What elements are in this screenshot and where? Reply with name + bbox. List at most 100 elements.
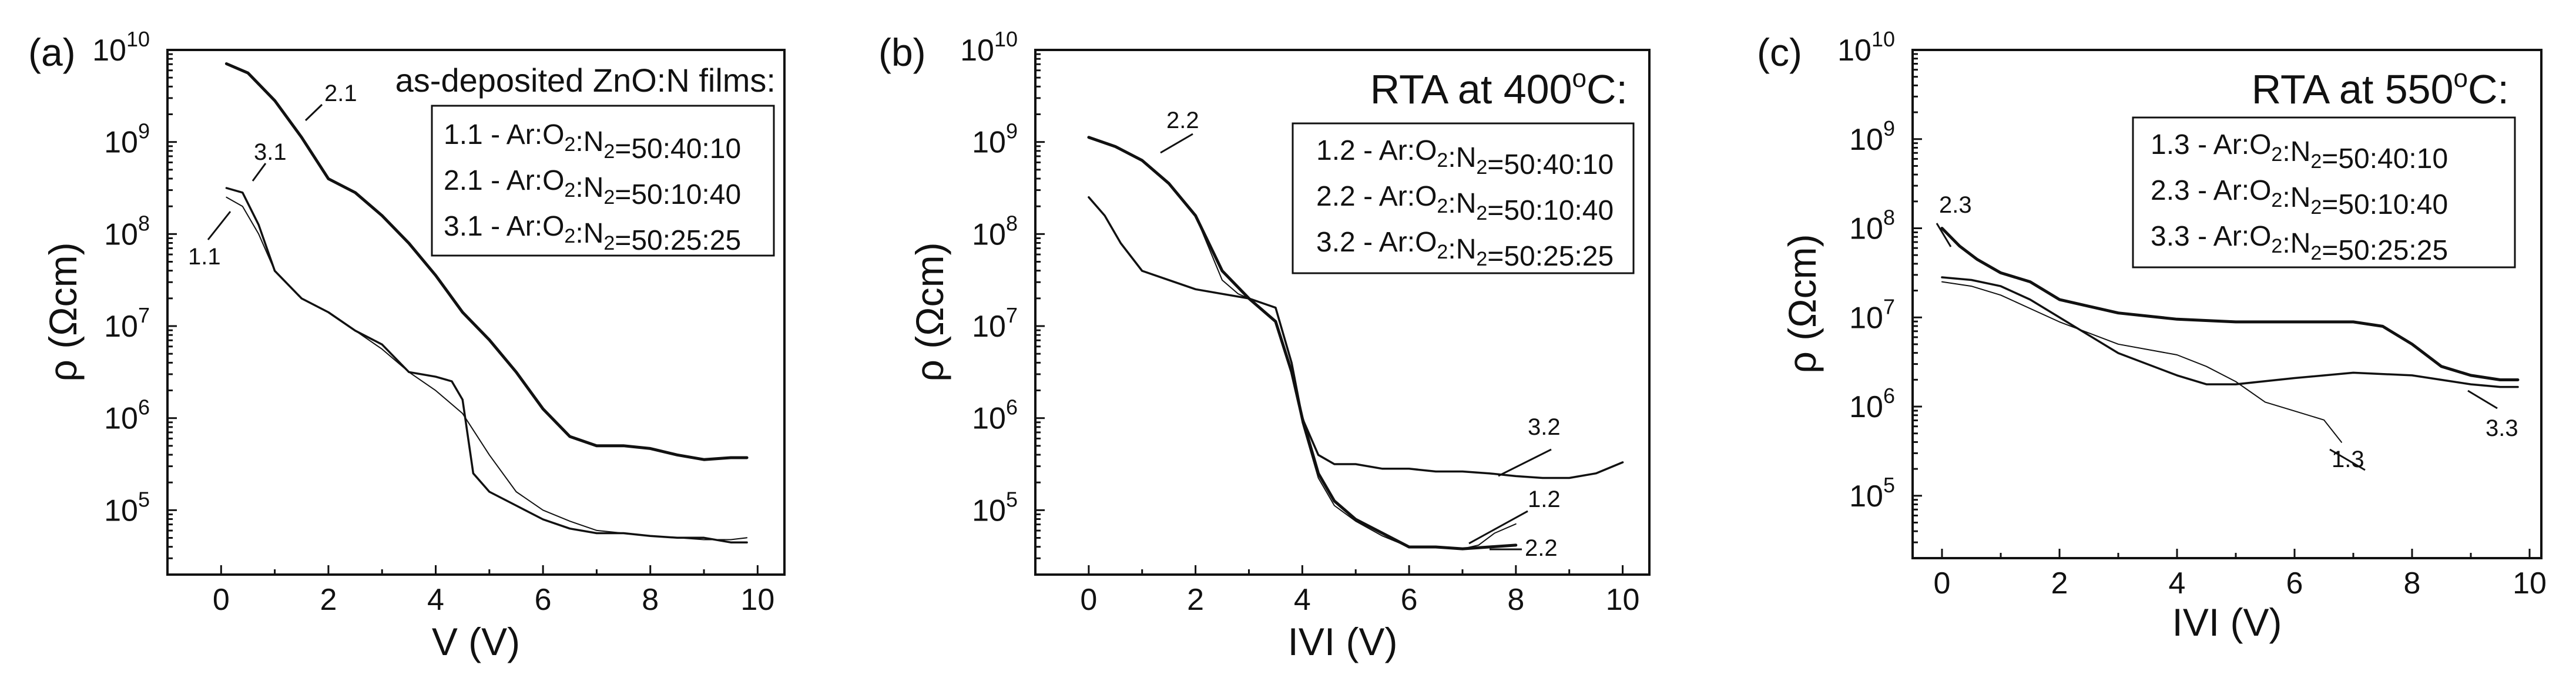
panel-c-y-tick-base: 10	[1837, 33, 1871, 68]
panel-a-legend-text: :	[575, 218, 583, 249]
panel-a-curves	[224, 62, 749, 543]
panel-c-series-3-3	[1941, 276, 2519, 388]
panel-a-x-tick-label: 10	[740, 583, 774, 617]
panel-c-header-degree: o	[2454, 64, 2468, 93]
panel-b-curves	[1087, 136, 1624, 551]
panel-c-legend-element: N	[2290, 182, 2311, 213]
panel-a-y-tick-base: 10	[104, 494, 138, 528]
panel-c-plot-frame	[1911, 49, 2543, 559]
panel-b-y-tick-exp: 8	[1006, 211, 1018, 235]
panel-b-legend-text: =50:40:10	[1487, 149, 1614, 180]
panel-c-annot-arrow-3-3	[2467, 390, 2498, 410]
panel-a-x-tick-label: 8	[642, 583, 659, 617]
panel-c-y-tick-label: 106	[1849, 384, 1895, 424]
panel-a-annot-arrow-2-1	[304, 103, 323, 122]
panel-a-legend-element: N	[583, 218, 604, 249]
panel-c-y-tick-exp: 7	[1883, 294, 1895, 318]
panel-a-y-tick-base: 10	[104, 402, 138, 436]
panel-c-legend-entry: 3.3 - Ar:O2:N2=50:25:25	[2151, 221, 2448, 266]
panel-c-x-tick-label: 4	[2169, 566, 2186, 600]
panel-c-legend-element: O	[2249, 221, 2271, 252]
panel-a-legend-id: 1.1	[444, 119, 483, 150]
panel-b-y-tick-base: 10	[960, 33, 994, 68]
panel-b-annot-3-2: 3.2	[1528, 414, 1561, 440]
panel-b-y-tick-exp: 7	[1006, 303, 1018, 327]
panel-c-legend-box	[2132, 116, 2516, 268]
panel-a-y-tick-label: 105	[104, 487, 150, 528]
panel-a-legend-text: =50:25:25	[615, 225, 741, 256]
panel-b-y-axis-title: ρ (Ωcm)	[908, 242, 951, 381]
panel-c-legend-text: =50:25:25	[2322, 235, 2448, 266]
panel-c-legend-subscript: 2	[2271, 143, 2282, 166]
panel-c-y-tick-exp: 5	[1883, 473, 1895, 497]
panel-b-y-tick-base: 10	[972, 310, 1006, 344]
panel-c-y-tick-base: 10	[1849, 479, 1883, 513]
panel-b-legend-element: O	[1415, 227, 1437, 258]
panel-a-label: (a)	[28, 31, 76, 74]
panel-a-y-tick-label: 107	[104, 303, 150, 344]
panel-b-y-tick-label: 105	[972, 487, 1018, 528]
panel-b-legend-element: N	[1456, 188, 1477, 219]
panel-a-y-axis-title: ρ (Ωcm)	[41, 242, 85, 381]
panel-b-legend-subscript: 2	[1476, 156, 1487, 179]
panel-c-header-prefix: RTA at 550	[2252, 66, 2454, 112]
panel-a-legend-text: =50:10:40	[615, 179, 741, 210]
panel-b-y-tick-exp: 6	[1006, 395, 1018, 419]
panel-a-legend-element: O	[542, 165, 564, 196]
panel-b-x-tick-label: 4	[1294, 583, 1311, 617]
panel-b-annot-arrow-3-2	[1498, 448, 1552, 477]
panel-c-y-tick-label: 109	[1849, 116, 1895, 157]
panel-b-legend-subscript: 2	[1437, 195, 1448, 217]
panel-b-y-tick-label: 106	[972, 395, 1018, 436]
panel-b-legend-subscript: 2	[1437, 149, 1448, 172]
panel-c-legend-text: - Ar:	[2190, 129, 2249, 160]
panel-b-legend-entry: 2.2 - Ar:O2:N2=50:10:40	[1316, 181, 1614, 226]
panel-a-y-tick-label: 106	[104, 395, 150, 436]
panel-c-legend-text: - Ar:	[2190, 175, 2249, 206]
panel-b-plot-frame	[1034, 49, 1651, 576]
panel-b-y-tick-base: 10	[972, 126, 1006, 160]
panel-b-header-prefix: RTA at 400	[1370, 66, 1572, 112]
panel-a-x-tick-label: 6	[535, 583, 552, 617]
panel-a-series-2-1	[224, 62, 749, 461]
panel-b-y-tick-label: 107	[972, 303, 1018, 344]
panel-c-label: (c)	[1757, 31, 1802, 74]
panel-b-legend-id: 3.2	[1316, 227, 1356, 258]
panel-c-annot-arrow-2-3	[1936, 223, 1952, 247]
panel-a-legend-text: - Ar:	[483, 211, 542, 242]
panel-c-curves	[1940, 227, 2520, 443]
panel-b-legend: 1.2 - Ar:O2:N2=50:40:102.2 - Ar:O2:N2=50…	[1316, 135, 1614, 272]
panel-c-y-tick-exp: 6	[1883, 384, 1895, 408]
panel-a-legend-subscript: 2	[564, 179, 575, 202]
panel-c-y-tick-base: 10	[1849, 123, 1883, 157]
panel-a-y-tick-base: 10	[92, 33, 126, 68]
panel-b-legend-subscript: 2	[1437, 241, 1448, 263]
panel-a-legend-text: :	[575, 172, 583, 203]
panel-b-y-tick-exp: 5	[1006, 487, 1018, 511]
panel-a-legend-subscript: 2	[603, 232, 615, 254]
panel-b-legend-id: 2.2	[1316, 181, 1356, 212]
panel-c-y-tick-base: 10	[1849, 301, 1883, 335]
panel-b-legend-text: :	[1448, 188, 1455, 219]
panel-c-legend-element: O	[2249, 129, 2271, 160]
panel-b-legend-element: N	[1456, 142, 1477, 173]
panel-a-legend-entry: 2.1 - Ar:O2:N2=50:10:40	[444, 165, 741, 210]
panel-c-x-tick-label: 8	[2404, 566, 2421, 600]
panel-a-legend-entry: 3.1 - Ar:O2:N2=50:25:25	[444, 211, 741, 256]
panel-c-legend-text: :	[2282, 136, 2290, 167]
panel-a-legend-subscript: 2	[564, 225, 575, 247]
panel-b-annot-arrow-2-2	[1160, 133, 1193, 154]
panel-b-y-tick-base: 10	[972, 217, 1006, 251]
panel-a-annot-arrow-1-1	[207, 211, 232, 240]
panel-c-annot-3-3: 3.3	[2486, 415, 2518, 441]
panel-a-y-tick-base: 10	[104, 310, 138, 344]
panel-b-header: RTA at 400oC:	[1370, 64, 1628, 112]
panel-b-x-tick-label: 0	[1080, 583, 1097, 617]
panel-b-label: (b)	[878, 31, 926, 74]
panel-b-legend-element: N	[1456, 234, 1477, 265]
panel-c-y-tick-exp: 9	[1883, 116, 1895, 140]
panel-b-annot-arrow-1-2	[1468, 510, 1528, 545]
